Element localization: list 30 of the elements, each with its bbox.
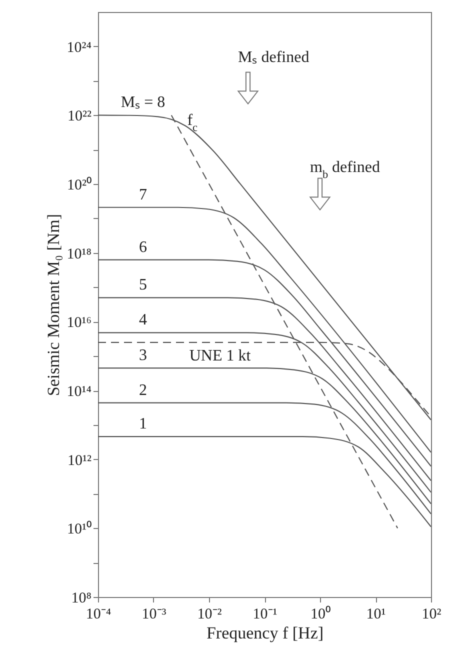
series-label: 4 — [139, 312, 147, 329]
x-tick-label: 10⁻³ — [142, 606, 167, 622]
x-axis-title: Frequency f [Hz] — [206, 624, 324, 642]
y-tick-label: 10⁸ — [71, 590, 92, 606]
y-tick-label: 10²² — [68, 108, 92, 125]
x-tick-label: 10¹ — [366, 606, 386, 622]
series-label: f$_{c}$ — [187, 112, 198, 134]
series-label: 2 — [139, 382, 147, 399]
y-tick-label: 10²⁰ — [67, 176, 92, 194]
series-label: 7 — [139, 186, 147, 204]
series-label: UNE 1 kt — [189, 347, 252, 364]
y-tick-label: 10¹² — [68, 452, 92, 469]
x-tick-label: 10⁻¹ — [252, 606, 278, 622]
x-tick-label: 10² — [422, 606, 442, 622]
y-axis-title: Seismic Moment M₀ [Nm] — [44, 214, 63, 396]
x-tick-label: 10⁻² — [197, 606, 222, 622]
y-tick-label: 10¹⁶ — [66, 315, 92, 332]
series-label: Mₛ = 8 — [120, 94, 166, 112]
series-label: 6 — [139, 238, 147, 256]
series-label: 5 — [139, 276, 147, 294]
annotation: Mₛ defined — [238, 49, 310, 66]
series-label: 3 — [139, 347, 147, 364]
y-tick-label: 10¹⁸ — [66, 246, 92, 262]
annotation: m$_{b}$ defined — [310, 159, 380, 181]
x-tick-label: 10⁻⁴ — [86, 606, 112, 622]
x-tick-label: 10⁰ — [310, 606, 330, 622]
y-tick-label: 10²⁴ — [66, 40, 92, 56]
y-tick-label: 10¹⁴ — [66, 384, 92, 400]
series-label: 1 — [139, 416, 147, 433]
y-tick-label: 10¹⁰ — [67, 520, 92, 538]
